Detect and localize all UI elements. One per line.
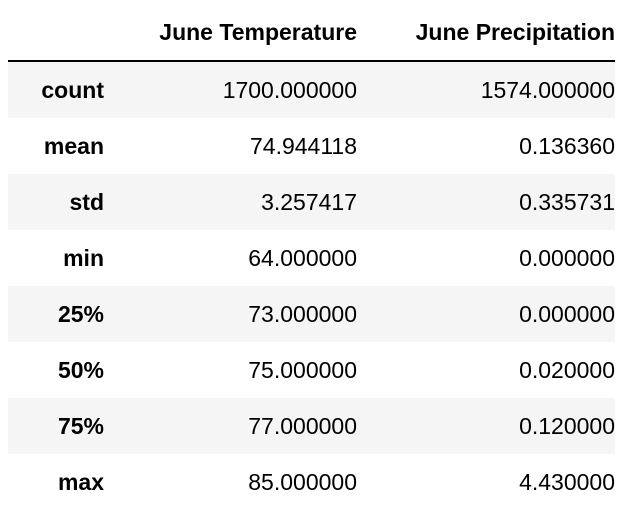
temperature-cell: 1700.000000 [222,76,357,103]
row-label: 25% [57,300,104,327]
index-header [8,4,104,62]
temperature-cell: 75.000000 [248,356,357,383]
row-label: count [41,76,104,103]
precipitation-cell: 0.335731 [519,188,615,215]
table-row-50-percent: 50% 75.000000 0.020000 [8,342,615,398]
row-label: 50% [57,356,104,383]
row-label: max [57,468,104,495]
row-label: min [63,244,104,271]
temperature-cell: 74.944118 [249,132,357,159]
column-header-june-temperature: June Temperature [104,4,357,62]
table-header: June Temperature June Precipitation [8,4,615,62]
table-row-count: count 1700.000000 1574.000000 [8,61,615,118]
temperature-cell: 73.000000 [248,300,357,327]
precipitation-cell: 1574.000000 [480,76,615,103]
row-label: mean [43,132,104,159]
temperature-cell: 64.000000 [248,244,357,271]
precipitation-cell: 0.120000 [519,412,615,439]
table-body: count 1700.000000 1574.000000 mean 74.94… [8,61,615,510]
precipitation-cell: 0.000000 [519,300,615,327]
precipitation-cell: 0.000000 [519,244,615,271]
temperature-cell: 3.257417 [261,188,357,215]
column-header-june-precipitation: June Precipitation [357,4,615,62]
precipitation-cell: 0.136360 [519,132,615,159]
row-label: std [69,188,105,215]
table-row-25-percent: 25% 73.000000 0.000000 [8,286,615,342]
table-row-min: min 64.000000 0.000000 [8,230,615,286]
table-row-max: max 85.000000 4.430000 [8,454,615,510]
temperature-cell: 85.000000 [248,468,357,495]
header-row: June Temperature June Precipitation [8,4,615,62]
row-label: 75% [57,412,104,439]
precipitation-cell: 4.430000 [519,468,615,495]
describe-table: June Temperature June Precipitation coun… [8,4,615,510]
table-row-mean: mean 74.944118 0.136360 [8,118,615,174]
table-row-75-percent: 75% 77.000000 0.120000 [8,398,615,454]
temperature-cell: 77.000000 [248,412,357,439]
table-row-std: std 3.257417 0.335731 [8,174,615,230]
precipitation-cell: 0.020000 [519,356,615,383]
